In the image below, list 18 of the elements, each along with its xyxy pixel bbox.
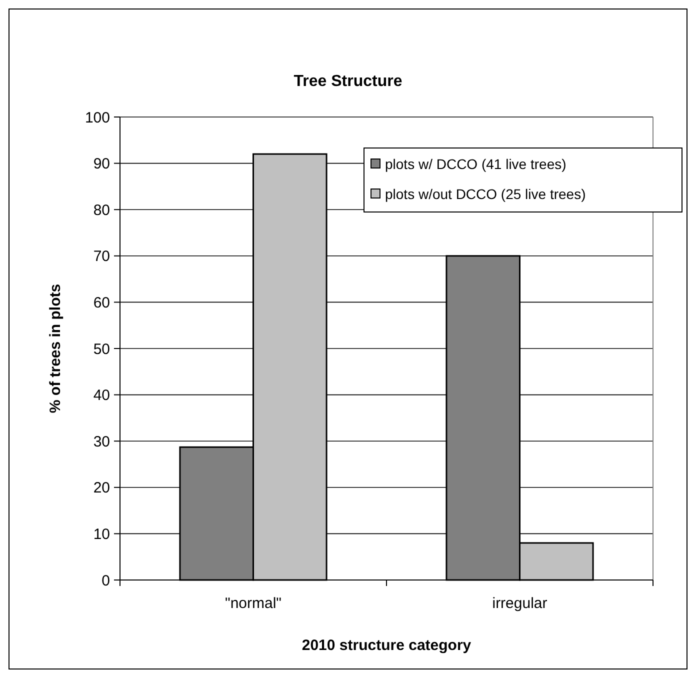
- y-tick-label: 60: [93, 294, 110, 312]
- y-tick-label: 10: [93, 526, 110, 543]
- x-axis-title: 2010 structure category: [302, 637, 472, 654]
- chart-title: Tree Structure: [294, 73, 402, 90]
- y-axis-title: % of trees in plots: [47, 284, 64, 414]
- legend-label: plots w/out DCCO (25 live trees): [385, 186, 586, 202]
- x-tick-label: "normal": [225, 595, 282, 612]
- x-tick-label: irregular: [492, 595, 548, 612]
- y-tick-label: 0: [102, 572, 110, 590]
- y-tick-label: 30: [93, 433, 110, 450]
- legend-label: plots w/ DCCO (41 live trees): [385, 156, 566, 172]
- y-tick-label: 40: [93, 387, 110, 404]
- y-tick-label: 80: [93, 202, 110, 219]
- y-tick-label: 90: [93, 156, 110, 173]
- y-tick-label: 20: [93, 480, 110, 497]
- y-tick-label: 50: [93, 340, 110, 358]
- y-tick-label: 70: [93, 248, 110, 266]
- y-tick-label: 100: [84, 109, 110, 126]
